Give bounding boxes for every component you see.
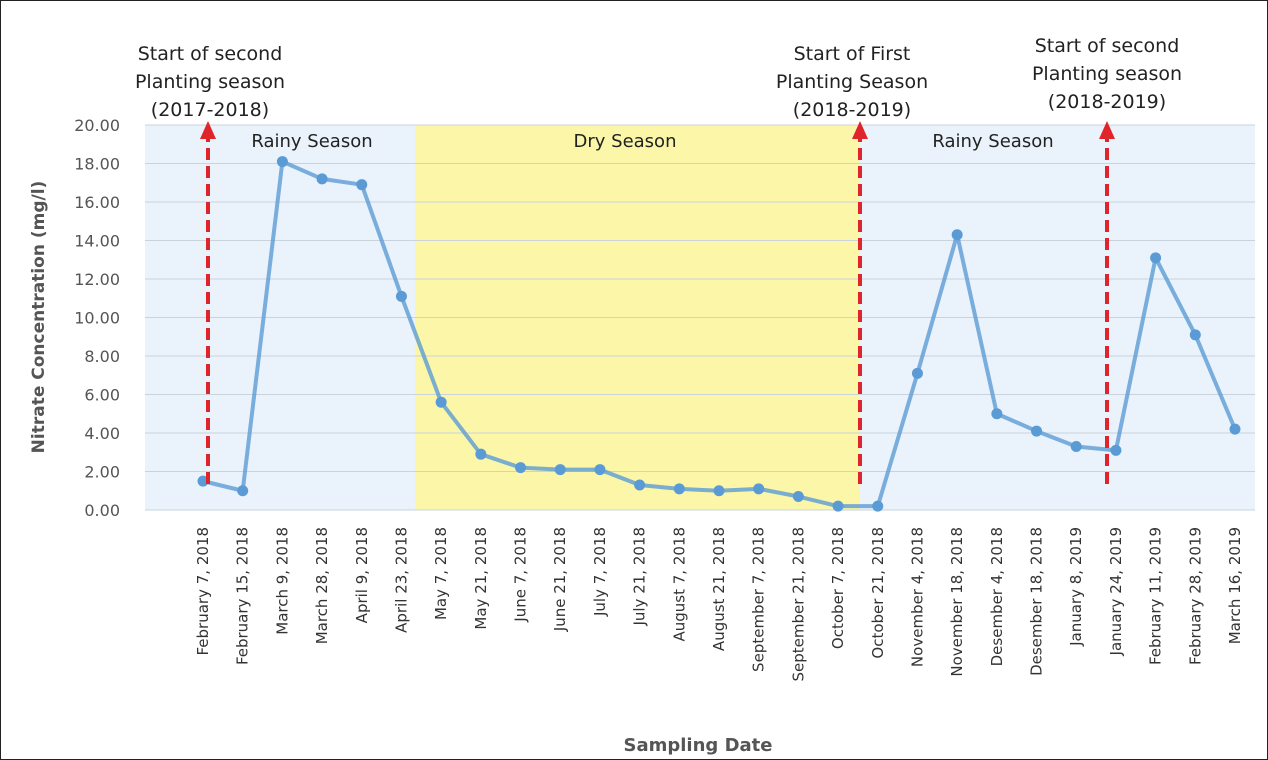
x-tick-label: February 11, 2019 xyxy=(1147,527,1165,665)
season-label: Rainy Season xyxy=(251,131,372,152)
x-tick-label: February 15, 2018 xyxy=(234,527,252,665)
data-point xyxy=(872,500,884,512)
x-tick-label: July 21, 2018 xyxy=(631,527,649,627)
y-tick-label: 20.00 xyxy=(74,116,120,135)
y-axis-label: Nitrate Concentration (mg/l) xyxy=(29,181,49,454)
data-point xyxy=(1189,329,1201,341)
y-tick-label: 14.00 xyxy=(74,232,120,251)
x-tick-label: June 21, 2018 xyxy=(551,527,569,632)
annotation-text: Start of second xyxy=(138,43,283,65)
x-tick-label: January 24, 2019 xyxy=(1107,527,1125,656)
annotation-text: (2018-2019) xyxy=(793,99,911,121)
data-point xyxy=(475,448,487,460)
x-tick-label: November 4, 2018 xyxy=(908,527,926,667)
data-point xyxy=(515,462,527,474)
x-tick-label: February 7, 2018 xyxy=(194,527,212,656)
x-tick-label: Desember 4, 2018 xyxy=(988,527,1006,666)
x-tick-label: August 21, 2018 xyxy=(710,527,728,651)
annotation-text: (2018-2019) xyxy=(1048,91,1166,113)
annotation-text: Planting season xyxy=(135,71,285,93)
season-label: Rainy Season xyxy=(932,131,1053,152)
x-tick-label: February 28, 2019 xyxy=(1186,527,1204,665)
x-tick-label: November 18, 2018 xyxy=(948,527,966,677)
y-tick-label: 10.00 xyxy=(74,309,120,328)
x-tick-label: April 23, 2018 xyxy=(392,527,410,633)
x-tick-label: September 21, 2018 xyxy=(789,527,807,681)
data-point xyxy=(911,367,923,379)
x-axis-label: Sampling Date xyxy=(624,735,773,756)
y-tick-label: 18.00 xyxy=(74,155,120,174)
y-tick-label: 0.00 xyxy=(84,501,120,520)
data-point xyxy=(1070,440,1082,452)
x-tick-label: May 21, 2018 xyxy=(472,527,490,630)
x-tick-label: January 8, 2019 xyxy=(1067,527,1085,647)
data-point xyxy=(1110,444,1122,456)
data-point xyxy=(197,475,209,487)
data-point xyxy=(554,464,566,476)
x-tick-label: Desember 18, 2018 xyxy=(1028,527,1046,676)
annotation-text: Planting season xyxy=(1032,63,1182,85)
data-point xyxy=(594,464,606,476)
data-point xyxy=(1229,423,1241,435)
data-point xyxy=(753,483,765,495)
data-point xyxy=(792,491,804,503)
x-tick-label: March 28, 2018 xyxy=(313,527,331,644)
data-point xyxy=(276,156,288,168)
data-point xyxy=(951,229,963,241)
x-tick-label: June 7, 2018 xyxy=(512,527,530,623)
arrow-head xyxy=(200,121,216,139)
annotation-text: Planting Season xyxy=(776,71,928,93)
data-point xyxy=(713,485,725,497)
x-tick-label: April 9, 2018 xyxy=(353,527,371,623)
y-tick-label: 12.00 xyxy=(74,270,120,289)
y-tick-label: 16.00 xyxy=(74,193,120,212)
x-tick-label: March 9, 2018 xyxy=(273,527,291,635)
x-tick-label: March 16, 2019 xyxy=(1226,527,1244,644)
x-tick-label: October 21, 2018 xyxy=(869,527,887,659)
x-tick-label: May 7, 2018 xyxy=(432,527,450,620)
data-point xyxy=(237,485,249,497)
annotation-text: Start of second xyxy=(1035,35,1180,57)
data-point xyxy=(435,396,447,408)
y-tick-label: 2.00 xyxy=(84,463,120,482)
x-tick-label: August 7, 2018 xyxy=(670,527,688,642)
season-label: Dry Season xyxy=(574,131,677,152)
data-point xyxy=(1031,425,1043,437)
data-point xyxy=(634,479,646,491)
y-tick-label: 8.00 xyxy=(84,347,120,366)
x-tick-label: October 7, 2018 xyxy=(829,527,847,649)
data-point xyxy=(395,290,407,302)
data-point xyxy=(316,173,328,185)
annotation-text: (2017-2018) xyxy=(151,99,269,121)
x-tick-label: July 7, 2018 xyxy=(591,527,609,617)
x-tick-label: September 7, 2018 xyxy=(750,527,768,672)
arrow-head xyxy=(1099,121,1115,139)
y-tick-label: 6.00 xyxy=(84,386,120,405)
data-point xyxy=(991,408,1003,420)
data-point xyxy=(356,179,368,191)
data-point xyxy=(1150,252,1162,264)
annotation-text: Start of First xyxy=(794,43,911,65)
y-tick-label: 4.00 xyxy=(84,424,120,443)
data-point xyxy=(673,483,685,495)
arrow-head xyxy=(852,121,868,139)
data-point xyxy=(832,500,844,512)
